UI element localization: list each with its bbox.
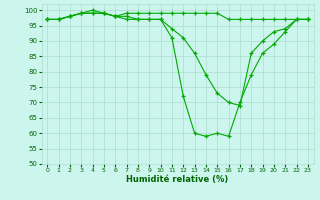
X-axis label: Humidité relative (%): Humidité relative (%) [126,175,229,184]
